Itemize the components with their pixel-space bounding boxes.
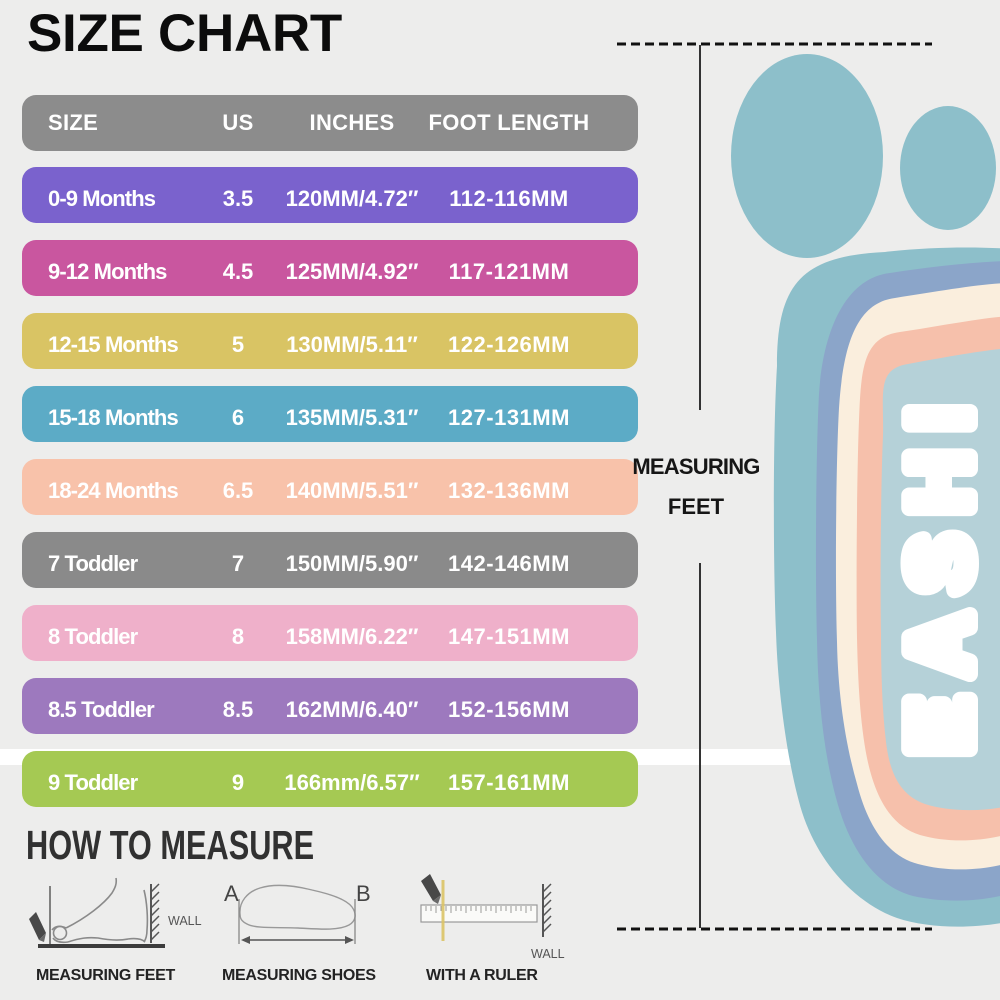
svg-text:A: A bbox=[224, 881, 239, 906]
svg-text:B: B bbox=[356, 881, 371, 906]
svg-text:EASHI: EASHI bbox=[890, 386, 989, 755]
svg-text:WALL: WALL bbox=[168, 914, 202, 928]
svg-text:WALL: WALL bbox=[531, 947, 565, 961]
